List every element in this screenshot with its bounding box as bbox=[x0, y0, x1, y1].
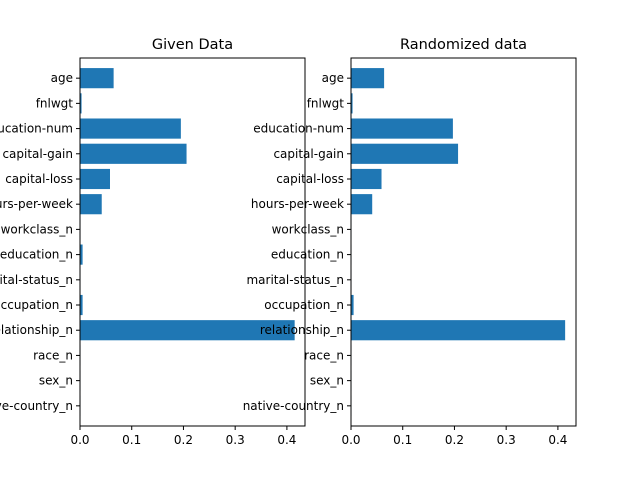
chart-2-bar-5 bbox=[351, 194, 373, 215]
chart-1-xtick-label-2: 0.2 bbox=[174, 433, 193, 447]
chart-2-xtick-label-3: 0.3 bbox=[497, 433, 516, 447]
chart-1-bar-7 bbox=[80, 244, 83, 265]
chart-1-ytick-label-7: education_n bbox=[0, 248, 73, 262]
chart-2-ytick-label-11: race_n bbox=[304, 348, 344, 362]
chart-1-xtick-label-3: 0.3 bbox=[226, 433, 245, 447]
chart-2-ytick-label-9: occupation_n bbox=[264, 298, 344, 312]
chart-1-ytick-label-12: sex_n bbox=[39, 374, 73, 388]
chart-2-ytick-label-1: fnlwgt bbox=[307, 96, 345, 110]
chart-2-xtick-label-2: 0.2 bbox=[445, 433, 464, 447]
chart-1-ytick-label-0: age bbox=[51, 71, 73, 85]
chart-1-ytick-label-1: fnlwgt bbox=[36, 96, 74, 110]
chart-2-ytick-label-13: native-country_n bbox=[243, 399, 344, 413]
chart-1-bar-3 bbox=[80, 143, 187, 164]
chart-2-bar-0 bbox=[351, 68, 385, 89]
chart-1-ytick-label-5: hours-per-week bbox=[0, 197, 73, 211]
chart-2-ytick-label-5: hours-per-week bbox=[251, 197, 344, 211]
chart-1-bar-4 bbox=[80, 168, 110, 190]
chart-2-ytick-label-3: capital-gain bbox=[273, 147, 344, 161]
chart-2-bar-3 bbox=[351, 143, 459, 164]
chart-2-ytick-label-12: sex_n bbox=[310, 374, 344, 388]
chart-1-ytick-label-2: education-num bbox=[0, 122, 73, 136]
chart-1-bar-2 bbox=[80, 118, 181, 139]
chart-2-ytick-label-0: age bbox=[322, 71, 344, 85]
chart-2-bar-4 bbox=[351, 168, 382, 190]
chart-1-ytick-label-11: race_n bbox=[33, 348, 73, 362]
chart-2-ytick-label-7: education_n bbox=[271, 248, 344, 262]
chart-2-frame bbox=[350, 57, 577, 427]
chart-1-xtick-label-4: 0.4 bbox=[277, 433, 296, 447]
chart-1-ytick-label-10: relationship_n bbox=[0, 323, 73, 337]
chart-2-ytick-label-10: relationship_n bbox=[260, 323, 344, 337]
chart-1-bar-5 bbox=[80, 194, 102, 215]
chart-1-ytick-label-9: occupation_n bbox=[0, 298, 73, 312]
chart-2-ytick-label-4: capital-loss bbox=[276, 172, 344, 186]
chart-2-ytick-label-8: marital-status_n bbox=[246, 273, 344, 287]
chart-1-bar-0 bbox=[80, 68, 114, 89]
chart-2-bar-9 bbox=[351, 294, 354, 316]
chart-1-ytick-label-13: native-country_n bbox=[0, 399, 73, 413]
chart-2-xtick-label-4: 0.4 bbox=[548, 433, 567, 447]
chart-1-frame bbox=[79, 57, 306, 427]
chart-1-ytick-label-8: marital-status_n bbox=[0, 273, 73, 287]
chart-1-title: Given Data bbox=[152, 37, 233, 53]
chart-2-bar-2 bbox=[351, 118, 453, 139]
chart-2-bar-10 bbox=[351, 320, 566, 341]
chart-1-ytick-label-6: workclass_n bbox=[1, 222, 73, 236]
chart-2-title: Randomized data bbox=[400, 37, 527, 53]
chart-2-xtick-label-1: 0.1 bbox=[393, 433, 412, 447]
chart-2-xtick-label-0: 0.0 bbox=[341, 433, 360, 447]
chart-1-ytick-label-3: capital-gain bbox=[2, 147, 73, 161]
chart-1-xtick-label-0: 0.0 bbox=[70, 433, 89, 447]
chart-1-ytick-label-4: capital-loss bbox=[5, 172, 73, 186]
chart-1-bar-1 bbox=[80, 93, 82, 114]
chart-2-ytick-label-6: workclass_n bbox=[272, 222, 344, 236]
chart-1-bar-10 bbox=[80, 320, 295, 341]
chart-1-xtick-label-1: 0.1 bbox=[122, 433, 141, 447]
chart-1-bar-9 bbox=[80, 294, 83, 316]
chart-2-bar-1 bbox=[351, 93, 353, 114]
chart-2-ytick-label-2: education-num bbox=[253, 122, 344, 136]
